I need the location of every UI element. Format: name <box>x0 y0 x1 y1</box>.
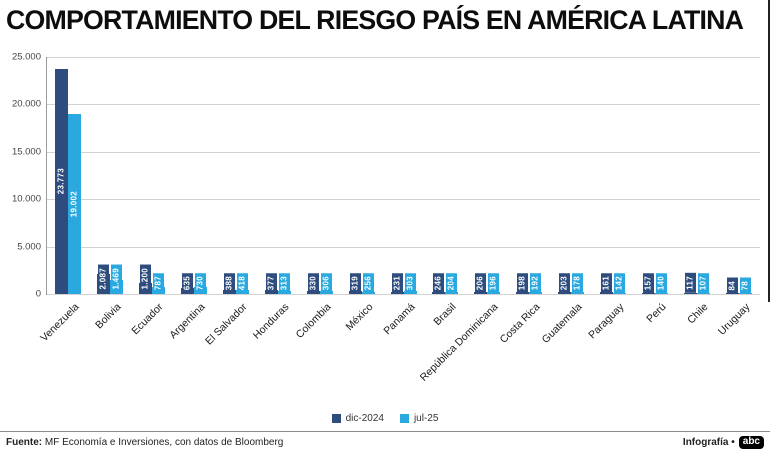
right-border-line <box>768 0 770 302</box>
x-axis-category-label: El Salvador <box>202 301 250 348</box>
bar-dic-2024 <box>474 292 488 294</box>
bar-value-label: 418 <box>236 272 248 293</box>
x-axis-category-label: República Dominicana <box>418 301 501 384</box>
bar-value-label: 1.469 <box>110 265 122 293</box>
bar-value-label: 330 <box>307 272 319 293</box>
gridline <box>47 246 760 248</box>
x-axis-category-label: Guatemala <box>539 301 585 346</box>
bar-value-label: 206 <box>475 272 487 293</box>
bar-jul-25 <box>529 292 543 294</box>
x-axis-category-label: Honduras <box>250 301 292 342</box>
bar-value-label: 23.773 <box>55 165 67 198</box>
bar-value-label: 204 <box>446 272 458 293</box>
bar-value-label: 107 <box>698 272 710 293</box>
footer-divider <box>0 431 770 432</box>
bar-jul-25 <box>697 293 711 294</box>
gridline <box>47 57 760 58</box>
legend-item-dic-2024: dic-2024 <box>331 413 384 424</box>
bar-value-label: 303 <box>404 272 416 293</box>
bar-value-label: 388 <box>223 272 235 293</box>
bar-dic-2024 <box>684 292 698 294</box>
bar-value-label: 78 <box>740 277 752 293</box>
y-axis-tick-label: 20.000 <box>11 98 41 110</box>
y-axis-tick-label: 0 <box>35 288 41 300</box>
x-axis-category-label: Panamá <box>380 301 417 338</box>
bar-value-label: 178 <box>572 272 584 293</box>
legend-swatch <box>399 414 409 423</box>
chart-title: COMPORTAMIENTO DEL RIESGO PAÍS EN AMÉRIC… <box>6 5 744 35</box>
bar-dic-2024 <box>516 292 530 294</box>
bar-jul-25 <box>487 292 501 294</box>
bar-value-label: 377 <box>265 272 277 293</box>
bar-value-label: 787 <box>152 272 164 293</box>
bar-jul-25 <box>445 292 459 294</box>
bar-value-label: 196 <box>488 272 500 293</box>
bar-dic-2024 <box>726 293 740 294</box>
bar-dic-2024 <box>642 292 656 294</box>
x-axis-category-label: Ecuador <box>129 301 166 338</box>
gridline <box>47 104 760 106</box>
bar-value-label: 84 <box>727 277 739 293</box>
source-note: Fuente: MF Economía e Inversiones, con d… <box>6 437 283 448</box>
credit: Infografía • abc <box>683 436 764 449</box>
bar-value-label: 142 <box>614 272 626 293</box>
x-axis-category-label: Brasil <box>431 301 459 329</box>
x-axis-category-label: Costa Rica <box>497 301 543 346</box>
bar-value-label: 231 <box>391 272 403 293</box>
bar-value-label: 306 <box>320 272 332 293</box>
x-axis-category-label: Paraguay <box>586 301 627 342</box>
x-axis-category-label: México <box>343 301 376 334</box>
gridline <box>47 151 760 153</box>
bar-value-label: 157 <box>643 272 655 293</box>
bar-value-label: 635 <box>181 272 193 293</box>
x-axis-category-label: Colombia <box>293 301 334 341</box>
bar-value-label: 313 <box>278 272 290 293</box>
x-axis-category-label: Perú <box>644 301 669 326</box>
bar-value-label: 730 <box>194 272 206 293</box>
footer: Fuente: MF Economía e Inversiones, con d… <box>6 436 764 449</box>
x-axis-category-label: Bolivia <box>93 301 124 332</box>
bar-value-label: 161 <box>601 272 613 293</box>
credit-text: Infografía • <box>682 437 735 448</box>
y-axis-tick-label: 15.000 <box>11 146 41 158</box>
y-axis-tick-label: 5.000 <box>17 241 41 253</box>
bar-value-label: 192 <box>530 272 542 293</box>
bar-value-label: 140 <box>656 272 668 293</box>
x-axis-category-label: Uruguay <box>715 301 753 338</box>
bar-value-label: 246 <box>433 272 445 293</box>
bar-jul-25 <box>571 292 585 294</box>
bar-jul-25 <box>655 292 669 294</box>
bar-value-label: 1.200 <box>139 265 151 293</box>
source-text: MF Economía e Inversiones, con datos de … <box>42 437 284 448</box>
bar-value-label: 203 <box>559 272 571 293</box>
source-label: Fuente: <box>6 437 43 448</box>
plot-area: 0 5.000 10.000 15.000 20.000 25.000 23.773 19.0… <box>12 52 760 384</box>
gridline <box>47 294 760 295</box>
bar-value-label: 256 <box>362 272 374 293</box>
gridline <box>47 199 760 201</box>
x-axis-category-label: Chile <box>685 301 711 327</box>
chart-legend: dic-2024 jul-25 <box>0 413 770 424</box>
legend-swatch <box>331 414 341 423</box>
bar-dic-2024 <box>558 292 572 294</box>
abc-logo: abc <box>738 436 764 449</box>
bar-value-label: 2.087 <box>97 265 109 293</box>
legend-item-jul-25: jul-25 <box>399 413 439 424</box>
x-axis-category-label: Argentina <box>166 301 208 342</box>
bar-value-label: 198 <box>517 272 529 293</box>
legend-label: jul-25 <box>413 413 439 424</box>
bar-value-label: 319 <box>349 272 361 293</box>
y-axis-tick-label: 25.000 <box>11 51 41 63</box>
bar-value-label: 117 <box>685 273 697 293</box>
x-axis-category-label: Venezuela <box>38 301 82 345</box>
legend-label: dic-2024 <box>345 413 384 424</box>
bar-jul-25 <box>613 292 627 294</box>
y-axis-tick-label: 10.000 <box>11 193 41 205</box>
bar-value-label: 19.002 <box>68 187 80 220</box>
bar-jul-25 <box>739 293 753 294</box>
bar-dic-2024 <box>600 292 614 294</box>
